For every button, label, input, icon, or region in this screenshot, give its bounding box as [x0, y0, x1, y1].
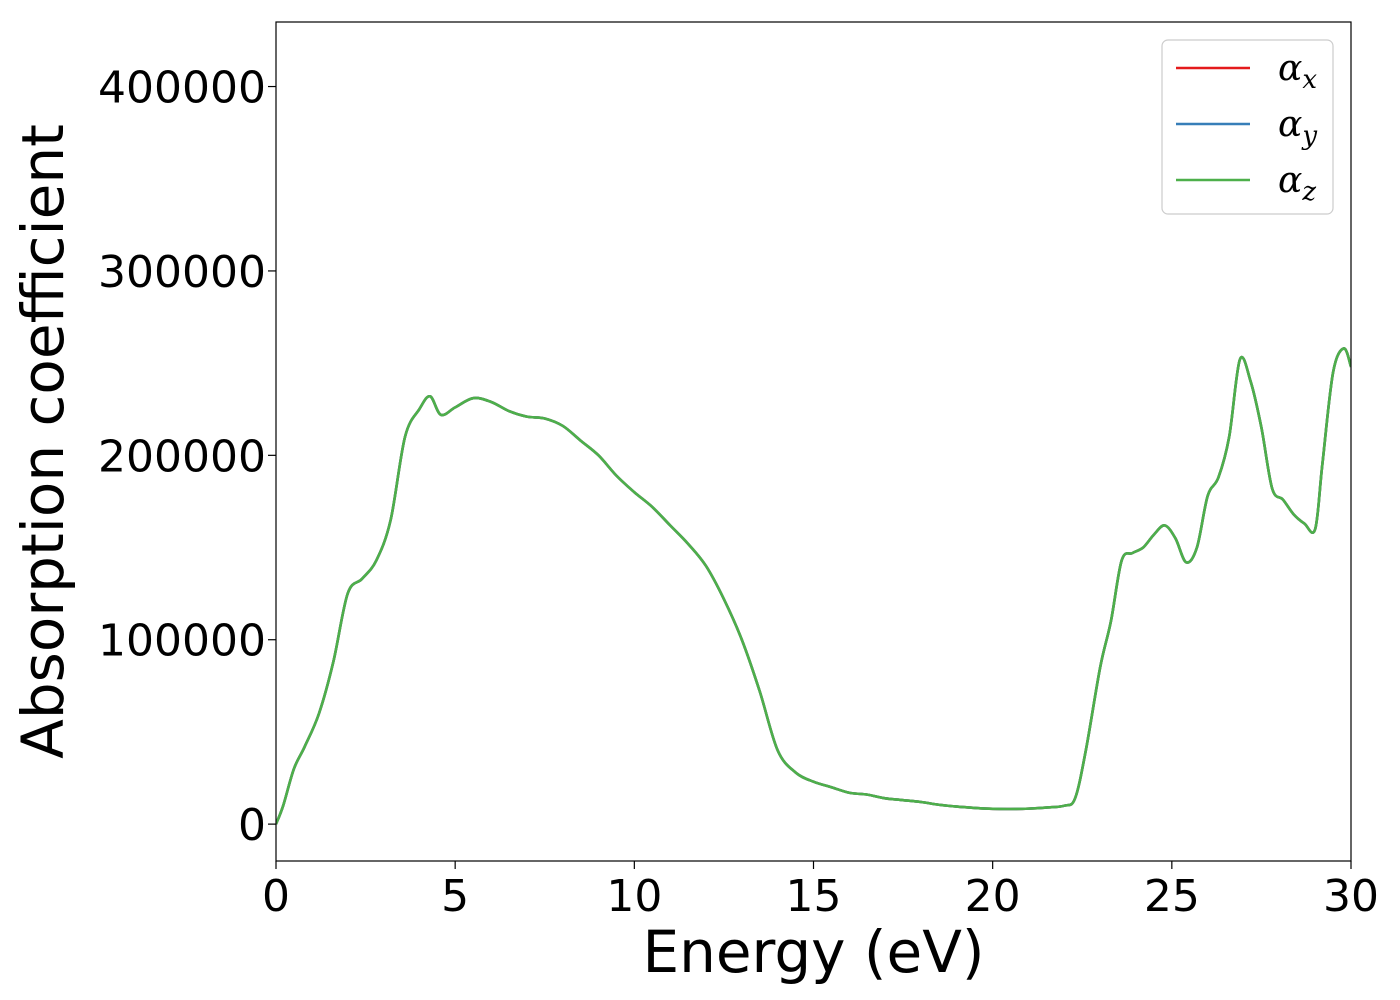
- x-tick-label: 20: [965, 871, 1021, 922]
- legend-label-y: αy: [1278, 104, 1317, 151]
- series-lines: [276, 347, 1351, 825]
- series-line-z: [276, 347, 1351, 825]
- x-tick-label: 30: [1323, 871, 1379, 922]
- legend-label-x: αx: [1278, 48, 1317, 95]
- legend: αx αy αz: [1161, 39, 1334, 215]
- y-ticks: 0 100000 200000 300000 400000: [98, 63, 276, 851]
- x-tick-label: 15: [786, 871, 842, 922]
- y-tick-label: 100000: [98, 616, 266, 667]
- x-ticks: 0 5 10 15 20 25 30: [262, 861, 1379, 922]
- legend-label-z: αz: [1278, 160, 1316, 207]
- x-tick-label: 25: [1144, 871, 1200, 922]
- x-tick-label: 0: [262, 871, 290, 922]
- x-axis-label: Energy (eV): [642, 918, 984, 986]
- series-line-y: [276, 347, 1351, 825]
- legend-box: [1161, 39, 1334, 215]
- y-tick-label: 400000: [98, 63, 266, 114]
- series-line-x: [276, 347, 1351, 825]
- y-tick-label: 200000: [98, 431, 266, 482]
- y-axis-label: Absorption coefficient: [9, 124, 77, 759]
- y-tick-label: 300000: [98, 247, 266, 298]
- y-tick-label: 0: [238, 800, 266, 851]
- x-tick-label: 10: [606, 871, 662, 922]
- x-tick-label: 5: [441, 871, 469, 922]
